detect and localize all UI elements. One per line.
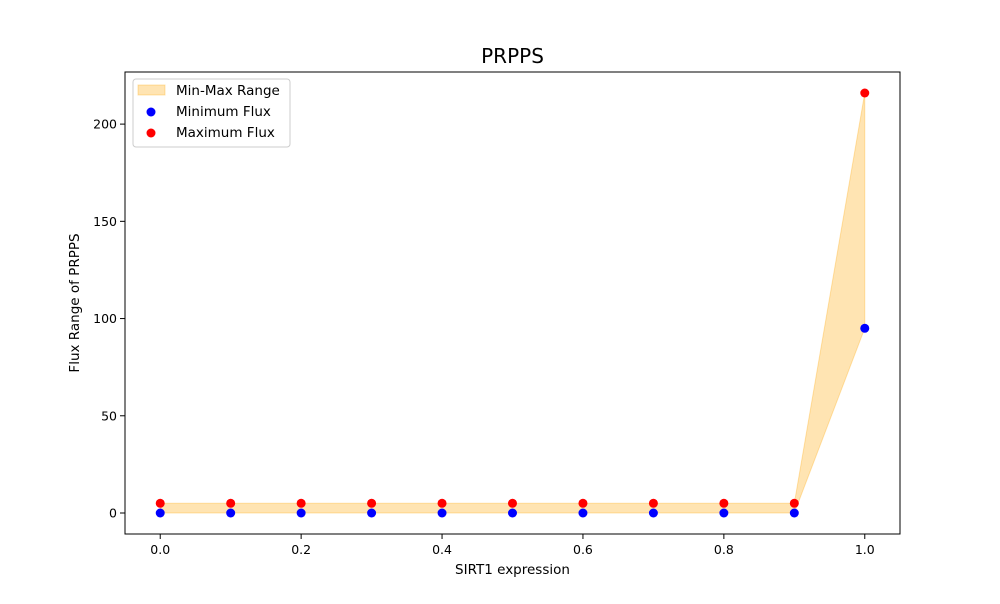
minimum-flux-point — [437, 508, 447, 518]
x-tick-label: 0.4 — [432, 542, 452, 557]
maximum-flux-point — [226, 498, 236, 508]
minimum-flux-point — [578, 508, 588, 518]
y-tick-label: 50 — [101, 408, 117, 423]
maximum-flux-legend-label: Maximum Flux — [176, 125, 275, 141]
y-tick-label: 100 — [93, 311, 117, 326]
minimum-flux-point — [226, 508, 236, 518]
min-max-range-fill — [159, 92, 866, 514]
plot-frame — [124, 71, 901, 535]
points-layer — [155, 88, 870, 518]
legend-box — [132, 78, 291, 148]
axes-layer: 0.0 0.2 0.4 0.6 0.8 1.0 0 50 100 150 200 — [93, 71, 901, 557]
minimum-flux-point — [155, 508, 165, 518]
x-tick-label: 0.6 — [573, 542, 593, 557]
y-tick-label: 150 — [93, 214, 117, 229]
maximum-flux-point — [508, 498, 517, 508]
min-max-range-legend-label: Min-Max Range — [176, 83, 280, 99]
minimum-flux-legend-marker — [146, 107, 156, 117]
y-tick-label: 0 — [109, 506, 117, 521]
legend: Min-Max Range Minimum Flux Maximum Flux — [132, 78, 291, 148]
x-tick-label: 0.2 — [291, 542, 311, 557]
minimum-flux-point — [789, 508, 799, 518]
minimum-flux-legend-label: Minimum Flux — [176, 104, 271, 120]
minimum-flux-point — [860, 323, 870, 333]
maximum-flux-point — [789, 498, 799, 508]
minimum-flux-point — [367, 508, 377, 518]
min-max-range-legend-swatch — [137, 84, 166, 96]
x-tick-label: 0.8 — [714, 542, 734, 557]
range-fill-layer — [159, 92, 866, 514]
minimum-flux-point — [648, 508, 658, 518]
maximum-flux-legend-marker — [146, 128, 156, 138]
maximum-flux-point — [296, 498, 306, 508]
maximum-flux-point — [367, 498, 377, 508]
maximum-flux-point — [719, 498, 729, 508]
x-tick-label: 0.0 — [150, 542, 170, 557]
maximum-flux-point — [648, 498, 658, 508]
minimum-flux-point — [296, 508, 306, 518]
y-axis-label: Flux Range of PRPPS — [67, 233, 83, 372]
minimum-flux-point — [508, 508, 517, 518]
maximum-flux-point — [155, 498, 165, 508]
maximum-flux-point — [437, 498, 447, 508]
chart-title: PRPPS — [481, 44, 544, 68]
minimum-flux-point — [719, 508, 729, 518]
maximum-flux-point — [860, 88, 870, 98]
x-axis-label: SIRT1 expression — [455, 562, 570, 578]
y-tick-label: 200 — [93, 117, 117, 132]
maximum-flux-point — [578, 498, 588, 508]
x-tick-label: 1.0 — [855, 542, 875, 557]
